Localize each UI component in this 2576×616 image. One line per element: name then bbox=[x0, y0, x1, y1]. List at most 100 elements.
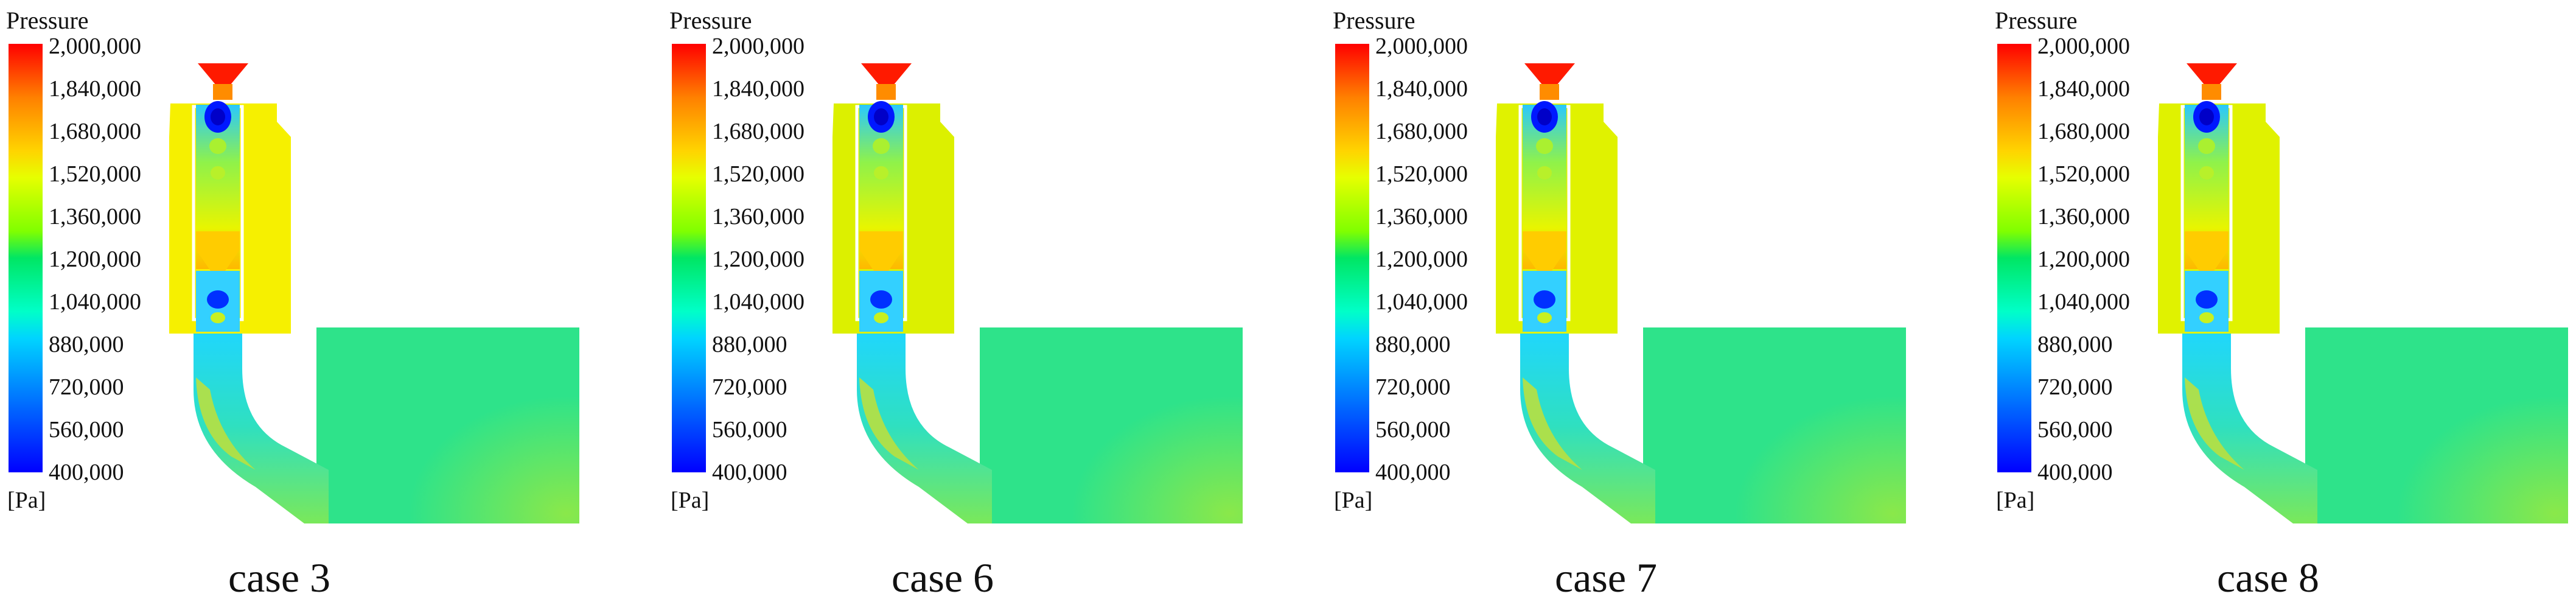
contour-plot bbox=[169, 63, 579, 523]
legend-tick: 1,200,000 bbox=[712, 247, 805, 272]
vortex-cell bbox=[211, 312, 225, 323]
legend-tick: 1,520,000 bbox=[712, 161, 805, 187]
pressure-colorbar bbox=[1997, 44, 2031, 472]
legend-tick: 2,000,000 bbox=[712, 33, 805, 59]
legend-tick: 1,200,000 bbox=[1375, 247, 1468, 272]
legend-unit: [Pa] bbox=[1334, 488, 1373, 513]
vortex-cell bbox=[2199, 166, 2214, 180]
contour-plot bbox=[832, 63, 1243, 523]
vortex-cell bbox=[211, 166, 225, 180]
legend-tick: 1,360,000 bbox=[2037, 204, 2130, 229]
nozzle-throat bbox=[876, 84, 896, 100]
legend-tick: 1,360,000 bbox=[712, 204, 805, 229]
legend-tick: 1,520,000 bbox=[49, 161, 141, 187]
elbow-duct bbox=[1520, 329, 1655, 523]
elbow-high-pressure-zone bbox=[1523, 377, 1582, 470]
vortex-cell bbox=[874, 166, 888, 180]
legend-tick: 1,040,000 bbox=[2037, 289, 2130, 315]
case-label: case 3 bbox=[228, 555, 331, 601]
low-pressure-cell bbox=[2199, 108, 2214, 125]
chamber-constriction bbox=[196, 231, 240, 271]
legend-tick: 880,000 bbox=[712, 332, 787, 357]
legend-tick: 1,040,000 bbox=[712, 289, 805, 315]
legend-title: Pressure bbox=[1333, 7, 1415, 34]
vortex-cell bbox=[1537, 312, 1552, 323]
outlet-region bbox=[316, 327, 579, 523]
low-pressure-cell bbox=[1534, 290, 1555, 309]
legend-tick: 880,000 bbox=[2037, 332, 2113, 357]
nozzle-throat bbox=[213, 84, 232, 100]
legend-tick: 1,680,000 bbox=[712, 119, 805, 144]
outlet-region bbox=[1643, 327, 1906, 523]
legend-tick: 880,000 bbox=[1375, 332, 1451, 357]
vortex-cell bbox=[873, 138, 890, 154]
chamber-constriction bbox=[1523, 231, 1566, 271]
vortex-cell bbox=[874, 312, 888, 323]
legend-unit: [Pa] bbox=[671, 488, 710, 513]
nozzle-cap bbox=[198, 63, 248, 85]
case-label: case 6 bbox=[892, 555, 994, 601]
nozzle-throat bbox=[1540, 84, 1559, 100]
contour-plot bbox=[1496, 63, 1906, 523]
nozzle-cap bbox=[1524, 63, 1575, 85]
contour-panel-case-7: Pressure 2,000,000 1,840,000 1,680,000 1… bbox=[1327, 0, 1972, 616]
legend-tick: 1,520,000 bbox=[2037, 161, 2130, 187]
legend-tick: 2,000,000 bbox=[49, 33, 141, 59]
legend-tick: 1,680,000 bbox=[49, 119, 141, 144]
low-pressure-cell bbox=[870, 290, 892, 309]
elbow-duct bbox=[2182, 329, 2317, 523]
vortex-cell bbox=[1537, 166, 1552, 180]
legend-tick: 400,000 bbox=[2037, 460, 2113, 485]
legend-tick: 560,000 bbox=[2037, 417, 2113, 443]
legend-tick: 1,040,000 bbox=[1375, 289, 1468, 315]
pressure-colorbar bbox=[1335, 44, 1369, 472]
legend-tick: 2,000,000 bbox=[1375, 33, 1468, 59]
legend-tick: 1,680,000 bbox=[1375, 119, 1468, 144]
vortex-cell bbox=[2198, 138, 2215, 154]
low-pressure-cell bbox=[2196, 290, 2218, 309]
legend-title: Pressure bbox=[1995, 7, 2078, 34]
low-pressure-cell bbox=[211, 108, 225, 125]
case-label: case 8 bbox=[2217, 555, 2320, 601]
contour-panel-case-3: Pressure 2,000,000 1,840,000 1,680,000 1… bbox=[0, 0, 645, 616]
legend-tick: 560,000 bbox=[712, 417, 787, 443]
legend-tick: 400,000 bbox=[712, 460, 787, 485]
legend-tick: 2,000,000 bbox=[2037, 33, 2130, 59]
legend-tick: 1,200,000 bbox=[2037, 247, 2130, 272]
legend-tick: 1,360,000 bbox=[1375, 204, 1468, 229]
legend-unit: [Pa] bbox=[7, 488, 46, 513]
case-label: case 7 bbox=[1555, 555, 1658, 601]
legend-tick: 1,200,000 bbox=[49, 247, 141, 272]
legend-tick: 1,840,000 bbox=[1375, 76, 1468, 102]
elbow-high-pressure-zone bbox=[196, 377, 256, 470]
vortex-cell bbox=[2199, 312, 2214, 323]
legend-tick: 720,000 bbox=[712, 374, 787, 400]
pressure-colorbar bbox=[9, 44, 43, 472]
outlet-region bbox=[2305, 327, 2568, 523]
pressure-colorbar bbox=[672, 44, 706, 472]
outlet-region bbox=[980, 327, 1243, 523]
legend-tick: 560,000 bbox=[1375, 417, 1451, 443]
contour-panel-case-6: Pressure 2,000,000 1,840,000 1,680,000 1… bbox=[663, 0, 1308, 616]
legend-tick: 1,040,000 bbox=[49, 289, 141, 315]
low-pressure-cell bbox=[207, 290, 229, 309]
contour-plot bbox=[2158, 63, 2568, 523]
contour-panel-case-8: Pressure 2,000,000 1,840,000 1,680,000 1… bbox=[1989, 0, 2576, 616]
low-pressure-cell bbox=[874, 108, 888, 125]
legend-tick: 720,000 bbox=[1375, 374, 1451, 400]
legend-tick: 560,000 bbox=[49, 417, 124, 443]
legend-tick: 720,000 bbox=[2037, 374, 2113, 400]
elbow-high-pressure-zone bbox=[859, 377, 919, 470]
legend-tick: 1,840,000 bbox=[2037, 76, 2130, 102]
legend-unit: [Pa] bbox=[1996, 488, 2035, 513]
low-pressure-cell bbox=[1537, 108, 1552, 125]
legend-tick: 720,000 bbox=[49, 374, 124, 400]
legend-tick: 400,000 bbox=[1375, 460, 1451, 485]
legend-tick: 400,000 bbox=[49, 460, 124, 485]
legend-tick: 1,840,000 bbox=[49, 76, 141, 102]
legend-tick: 880,000 bbox=[49, 332, 124, 357]
legend-title: Pressure bbox=[669, 7, 752, 34]
chamber-constriction bbox=[2185, 231, 2229, 271]
vortex-cell bbox=[209, 138, 226, 154]
